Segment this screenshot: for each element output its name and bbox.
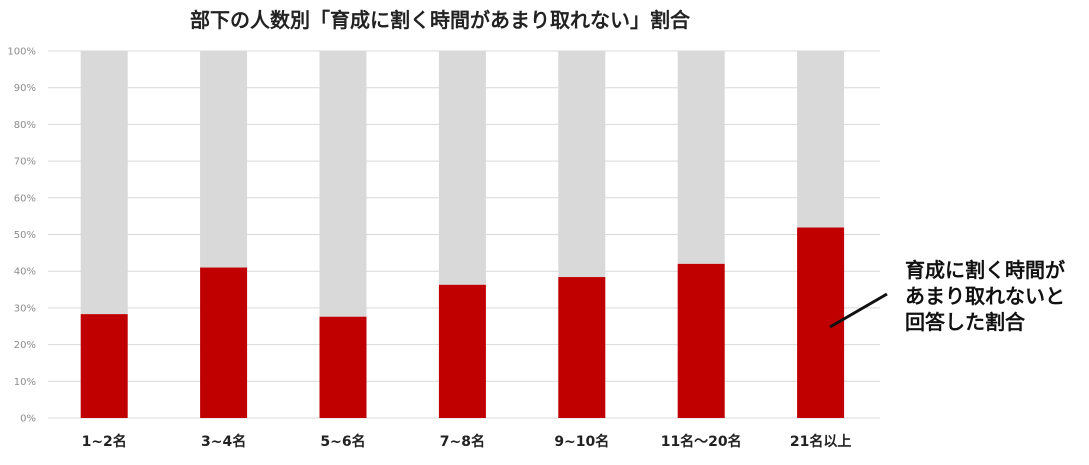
- y-tick-label: 20%: [14, 340, 36, 351]
- x-tick-label: 5~6名: [320, 433, 365, 450]
- annotation-line-3: 回答した割合: [905, 310, 1026, 334]
- y-tick-label: 90%: [14, 83, 36, 94]
- bar-highlight: [677, 263, 725, 418]
- y-tick-label: 30%: [14, 303, 36, 314]
- y-tick-label: 80%: [14, 120, 36, 131]
- y-tick-label: 50%: [14, 230, 36, 241]
- x-tick-label: 21名以上: [790, 433, 851, 450]
- bar-highlight: [200, 267, 248, 418]
- y-tick-label: 100%: [7, 47, 36, 58]
- bar-remainder: [677, 51, 725, 264]
- y-tick-label: 60%: [14, 193, 36, 204]
- bar-highlight: [319, 316, 367, 418]
- bar-remainder: [80, 51, 128, 315]
- bars: [80, 51, 845, 418]
- y-tick-label: 0%: [20, 414, 36, 425]
- x-tick-label: 1~2名: [82, 433, 127, 450]
- bar-remainder: [200, 51, 248, 268]
- x-tick-label: 3~4名: [201, 433, 246, 450]
- annotation-line-2: あまり取れないと: [905, 284, 1065, 308]
- bar-remainder: [558, 51, 606, 278]
- bar-remainder: [319, 51, 367, 317]
- annotation-line-1: 育成に割く時間が: [905, 258, 1065, 282]
- y-tick-label: 70%: [14, 157, 36, 168]
- bar-highlight: [558, 277, 606, 418]
- bar-remainder: [438, 51, 486, 285]
- y-axis-ticks: 0% 10% 20% 30% 40% 50% 60% 70% 80% 90% 100%: [7, 47, 36, 425]
- x-tick-label: 9~10名: [554, 433, 609, 450]
- chart-title: 部下の人数別「育成に割く時間があまり取れない」割合: [190, 8, 691, 32]
- x-axis-ticks: 1~2名 3~4名 5~6名 7~8名 9~10名 11名～20名 21名以上: [82, 433, 852, 450]
- x-tick-label: 7~8名: [440, 433, 485, 450]
- bar-highlight: [438, 284, 486, 418]
- annotation: 育成に割く時間が あまり取れないと 回答した割合: [829, 258, 1065, 334]
- annotation-leader-line: [829, 292, 888, 329]
- y-tick-label: 40%: [14, 267, 36, 278]
- bar-highlight: [80, 314, 128, 418]
- bar-remainder: [797, 51, 845, 228]
- x-tick-label: 11名～20名: [661, 433, 742, 450]
- y-tick-label: 10%: [14, 377, 36, 388]
